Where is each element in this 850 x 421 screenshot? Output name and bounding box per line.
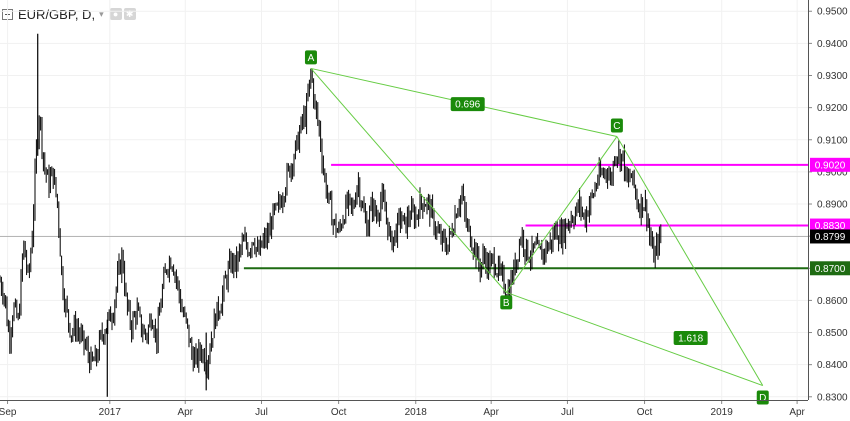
- y-tick-label: 0.8300: [817, 392, 848, 403]
- level-tag-label: 0.9020: [815, 160, 846, 171]
- point-b: [500, 295, 513, 310]
- point-c-label: C: [613, 121, 620, 132]
- y-tick-label: 0.9500: [817, 7, 848, 18]
- price-axis[interactable]: 0.9500 0.9400 0.9300 0.9200 0.9100 0.9000 0.89…: [808, 0, 850, 403]
- price-candles: [0, 33, 662, 397]
- ratio-badge-label: 0.696: [455, 100, 480, 111]
- y-tick-label: 0.9200: [817, 103, 848, 114]
- x-tick-label: Apr: [789, 407, 805, 418]
- x-tick-label: Oct: [637, 407, 653, 418]
- x-tick-label: Jul: [255, 407, 268, 418]
- ratio-badge: [450, 97, 485, 112]
- level-tag-label: 0.8700: [815, 264, 846, 275]
- y-tick-label: 0.9100: [817, 135, 848, 146]
- y-tick-label: 0.9000: [817, 167, 848, 178]
- level-tag: [810, 218, 850, 233]
- y-tick-label: 0.9300: [817, 71, 848, 82]
- level-tag: [810, 157, 850, 172]
- harmonic-pattern: A B C D 0.696 1.618: [304, 50, 769, 405]
- level-tag: [810, 261, 850, 276]
- y-tick-label: 0.8900: [817, 200, 848, 211]
- point-d-label: D: [759, 393, 766, 404]
- y-tick-label: 0.9400: [817, 39, 848, 50]
- y-tick-label: 0.8500: [817, 328, 848, 339]
- horizontal-levels: [0, 163, 808, 270]
- leg-ab: [310, 68, 507, 293]
- point-b-label: B: [503, 298, 510, 309]
- chevron-down-icon[interactable]: ▾: [99, 8, 104, 19]
- point-a: [304, 50, 317, 65]
- point-d: [756, 390, 769, 405]
- x-tick-label: 2019: [711, 407, 734, 418]
- level-tag-label: 0.8830: [815, 221, 846, 232]
- x-tick-label: Apr: [177, 407, 193, 418]
- grid: [0, 0, 808, 400]
- last-price-tag-label: 0.8799: [815, 232, 846, 243]
- point-c: [610, 118, 623, 133]
- x-tick-label: 2018: [405, 407, 428, 418]
- leg-bc: [505, 136, 618, 293]
- last-price-tag: [810, 229, 850, 244]
- x-tick-label: 2017: [99, 407, 122, 418]
- ratio-line-bd: [506, 291, 763, 387]
- x-tick-label: Sep: [0, 407, 17, 418]
- y-tick-label: 0.8400: [817, 360, 848, 371]
- point-a-label: A: [308, 53, 315, 64]
- x-tick-label: Apr: [483, 407, 499, 418]
- ratio-badge-label: 1.618: [678, 333, 703, 344]
- x-tick-label: Oct: [331, 407, 347, 418]
- y-tick-label: 0.8600: [817, 296, 848, 307]
- x-tick-label: Jul: [561, 407, 574, 418]
- time-axis[interactable]: Sep 2017 Apr Jul Oct 2018 Apr Jul Oct 2019 Apr: [0, 400, 808, 418]
- leg-cd: [616, 136, 764, 386]
- symbol-label[interactable]: EUR/GBP, D,: [18, 6, 96, 22]
- ratio-badge: [673, 330, 708, 345]
